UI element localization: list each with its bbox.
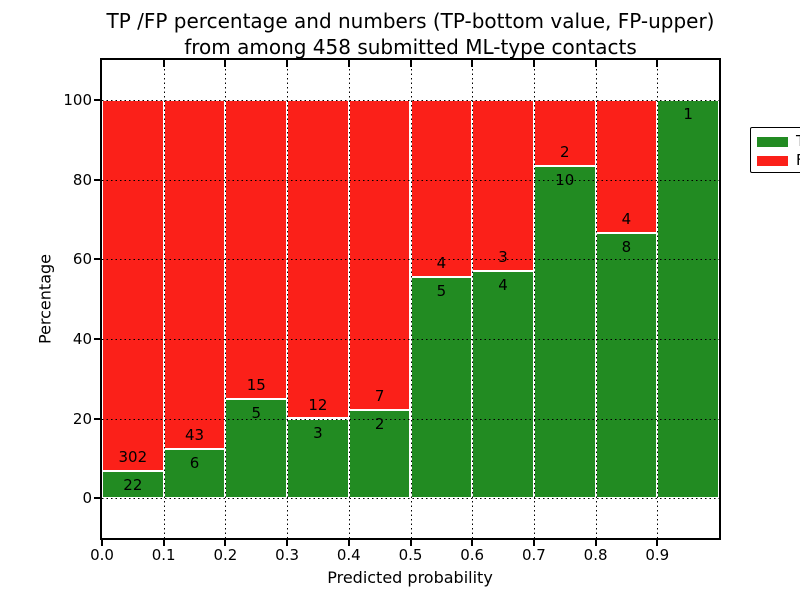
tp-bar-segment [410,276,473,499]
x-axis-tick [162,540,165,546]
x-tick-label: 0.7 [521,546,546,564]
x-tick-label: 0.8 [583,546,608,564]
fp-bar-segment [225,99,288,399]
y-axis-tick [94,258,100,261]
y-tick-label: 100 [63,90,92,109]
x-axis-tick [594,540,597,546]
x-tick-label: 0.9 [645,546,670,564]
fp-bar-segment [410,99,473,277]
y-tick-label: 60 [72,250,92,269]
vertical-gridline [287,60,289,538]
chart-title-line1: TP /FP percentage and numbers (TP-bottom… [106,9,715,33]
tp-count-label: 5 [436,281,447,300]
tp-count-label: 2 [374,414,385,433]
tp-bar-segment [225,398,288,499]
chart-title-block: TP /FP percentage and numbers (TP-bottom… [102,8,719,60]
tp-legend-swatch-icon [757,136,788,147]
fp-bar-segment [163,99,226,450]
fp-bar-segment [472,99,534,271]
y-tick-label: 20 [72,409,92,428]
x-tick-label: 0.4 [336,546,361,564]
y-tick-label: 0 [82,489,92,508]
tp-count-label: 6 [189,454,200,473]
fp-count-label: 4 [621,209,632,228]
tp-count-label: 22 [123,476,143,495]
y-axis-tick [94,98,100,101]
x-axis-tick [101,540,103,546]
x-axis-tick [532,540,535,546]
fp-legend-swatch-icon [757,155,788,166]
y-tick-label: 80 [72,170,92,189]
legend-label-fp: FP [796,151,800,170]
tp-count-label: 3 [313,423,323,442]
legend-label-tp: TP [796,132,800,151]
x-axis-tick [471,540,474,546]
fp-bar-segment [348,99,411,410]
x-axis-tick [656,540,659,546]
y-axis-tick [94,178,100,181]
fp-bar-segment [102,99,164,472]
legend-row-tp: TP [757,132,800,151]
tp-count-label: 10 [555,171,575,190]
fp-count-label: 302 [118,448,148,467]
y-axis-tick [94,497,100,500]
x-axis-tick [224,540,227,546]
x-tick-label: 0.1 [151,546,176,564]
tp-count-label: 8 [621,237,632,256]
vertical-gridline [472,60,474,538]
tp-bar-segment [533,166,596,499]
tp-bar-segment [472,270,534,499]
x-tick-label: 0.3 [275,546,300,564]
tp-bar-segment [657,99,719,499]
x-axis-tick [409,540,412,546]
x-axis-label: Predicted probability [327,568,493,587]
x-tick-label: 0.2 [213,546,238,564]
vertical-gridline [657,60,659,538]
y-axis-tick [94,337,100,340]
tp-count-label: 5 [251,403,261,422]
x-axis-tick [286,540,289,546]
fp-count-label: 43 [184,426,205,445]
legend: TP FP [750,127,800,173]
fp-count-label: 4 [436,253,447,272]
y-tick-label: 40 [72,329,92,348]
vertical-gridline [163,60,165,538]
x-tick-label: 0.6 [460,546,485,564]
fp-count-label: 7 [374,386,385,405]
y-axis-tick [94,417,100,420]
x-axis-tick [347,540,350,546]
tp-count-label: 4 [498,275,508,294]
chart-title-line2: from among 458 submitted ML-type contact… [184,35,637,59]
fp-count-label: 15 [246,375,266,394]
x-tick-label: 0.0 [90,546,114,564]
tp-bar-segment [595,232,658,499]
fp-count-label: 2 [559,143,570,162]
tp-count-label: 1 [683,104,693,123]
vertical-gridline [533,60,535,538]
tp-bar-segment [102,471,164,499]
vertical-gridline [410,60,412,538]
vertical-gridline [595,60,597,538]
x-tick-label: 0.5 [398,546,423,564]
legend-row-fp: FP [757,151,800,170]
vertical-gridline [225,60,227,538]
vertical-gridline [348,60,350,538]
fp-count-label: 3 [498,247,508,266]
fp-count-label: 12 [308,395,328,414]
